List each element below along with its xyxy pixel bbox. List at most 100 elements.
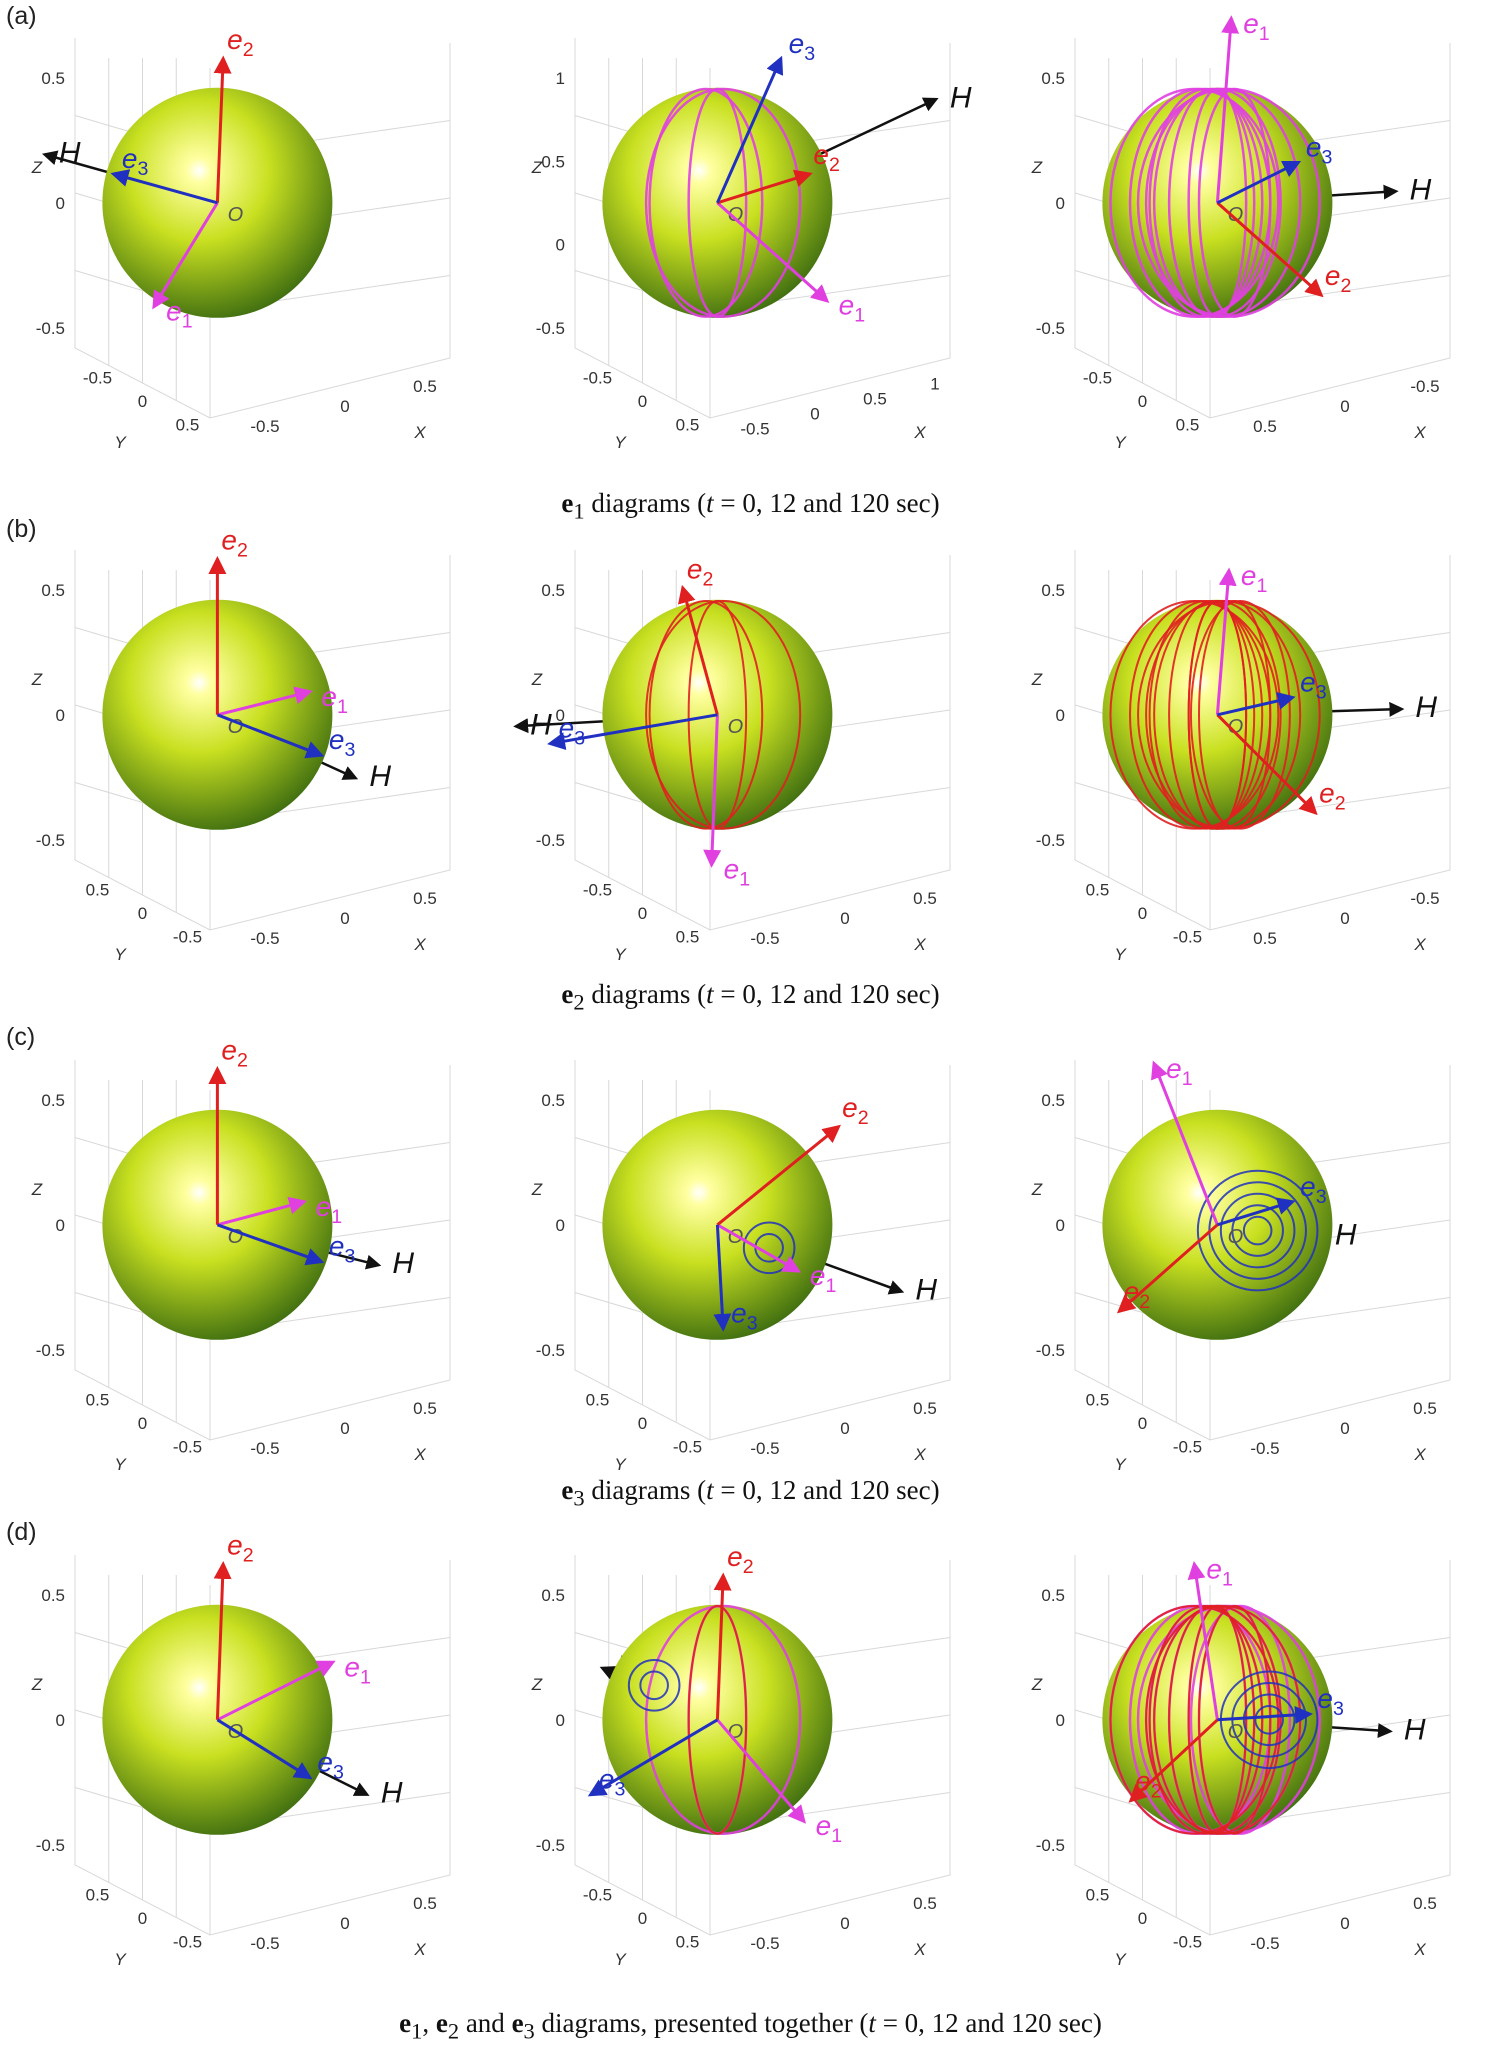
y-tick-label: 0.5 <box>1176 415 1200 434</box>
y-tick-label: -0.5 <box>583 369 612 388</box>
z-tick-label: 0 <box>556 1711 565 1730</box>
z-tick-label: 0.5 <box>541 1091 565 1110</box>
caption-b: e2 diagrams (t = 0, 12 and 120 sec) <box>561 979 940 1015</box>
h-vector-label: H <box>59 137 81 170</box>
h-vector-label: H <box>1415 691 1437 724</box>
row-label-c: (c) <box>6 1023 36 1051</box>
y-tick-label: 0.5 <box>86 1391 110 1410</box>
e1-vector <box>716 1223 802 1273</box>
y-tick-label: 0.5 <box>1086 1391 1110 1410</box>
z-axis-label: Z <box>31 1180 43 1199</box>
x-tick-label: -0.5 <box>250 417 279 436</box>
y-tick-label: 0.5 <box>676 415 700 434</box>
e3-vector <box>587 1718 719 1797</box>
y-tick-label: -0.5 <box>173 927 202 946</box>
y-axis-label: Y <box>1114 1950 1127 1969</box>
x-tick-label: 0 <box>840 1914 849 1933</box>
x-axis-label: X <box>913 1445 926 1464</box>
e1-vector-label: e1 <box>1243 8 1269 45</box>
z-tick-label: 0 <box>1056 706 1065 725</box>
x-tick-label: 0.5 <box>413 889 437 908</box>
h-vector-label: H <box>950 81 972 114</box>
y-axis-label: Y <box>1114 945 1127 964</box>
sphere-panel-6: 0.5 0 -0.5 Z 0.5 0 -0.5 Y 0.5 0 -0.5 X H Oe1 e2 e3 <box>1031 550 1451 964</box>
origin-label: O <box>1228 716 1244 738</box>
origin-label: O <box>1228 1226 1244 1248</box>
y-tick-label: -0.5 <box>1083 369 1112 388</box>
caption-d: e1, e2 and e3 diagrams, presented togeth… <box>399 2008 1102 2044</box>
e2-vector-label: e2 <box>227 1530 253 1567</box>
row-label-b: (b) <box>6 515 37 543</box>
x-tick-label: 0.5 <box>413 1894 437 1913</box>
x-tick-label: 0.5 <box>1253 929 1277 948</box>
y-axis-label: Y <box>114 945 127 964</box>
trajectory-traces <box>1109 87 1322 318</box>
e2-vector-label: e2 <box>813 139 839 176</box>
e2-vector <box>678 584 719 716</box>
y-tick-label: 0 <box>1138 392 1147 411</box>
sphere-panel-2: 1 0.5 0 -0.5 Z -0.5 0 0.5 Y -0.5 0 0.5 1 X H Oe1 e2 e3 <box>531 28 972 452</box>
trajectory-traces <box>645 599 802 830</box>
y-tick-label: 0.5 <box>676 927 700 946</box>
z-axis-label: Z <box>531 1180 543 1199</box>
e3-vector <box>216 713 325 759</box>
y-axis-label: Y <box>614 1950 627 1969</box>
y-tick-label: 0 <box>638 1414 647 1433</box>
x-tick-label: 1 <box>930 375 939 394</box>
x-tick-label: 0 <box>340 397 349 416</box>
y-tick-label: 0.5 <box>676 1932 700 1951</box>
x-axis-label: X <box>413 1445 426 1464</box>
y-tick-label: 0 <box>138 1414 147 1433</box>
z-tick-label: 0.5 <box>1041 581 1065 600</box>
e2-vector <box>1116 1223 1219 1314</box>
e1-vector-label: e1 <box>344 1651 370 1688</box>
y-tick-label: -0.5 <box>1173 1932 1202 1951</box>
h-vector-label: H <box>1335 1218 1357 1251</box>
y-axis-label: Y <box>1114 1455 1127 1474</box>
y-axis-label: Y <box>114 1950 127 1969</box>
z-tick-label: 0.5 <box>41 1091 65 1110</box>
e3-vector <box>1217 1705 1313 1724</box>
e2-vector-label: e2 <box>227 24 253 61</box>
h-vector-label: H <box>1410 173 1432 206</box>
y-tick-label: 0 <box>1138 1414 1147 1433</box>
x-tick-label: 0.5 <box>863 390 887 409</box>
z-tick-label: 0.5 <box>1041 1586 1065 1605</box>
z-tick-label: 0 <box>1056 1216 1065 1235</box>
origin-label: O <box>1228 1721 1244 1743</box>
y-tick-label: 0.5 <box>1086 881 1110 900</box>
y-tick-label: 0.5 <box>86 1886 110 1905</box>
origin-label: O <box>728 716 744 738</box>
y-tick-label: 0.5 <box>176 415 200 434</box>
e2-vector <box>716 1124 841 1226</box>
y-tick-label: 0 <box>638 392 647 411</box>
z-tick-label: 0.5 <box>541 152 565 171</box>
x-tick-label: -0.5 <box>1250 1934 1279 1953</box>
z-tick-label: -0.5 <box>1036 1341 1065 1360</box>
trajectory-traces <box>644 87 802 318</box>
x-tick-label: 0.5 <box>913 889 937 908</box>
y-tick-label: -0.5 <box>583 1886 612 1905</box>
e2-vector <box>1128 1718 1219 1803</box>
x-tick-label: -0.5 <box>750 1934 779 1953</box>
z-tick-label: -0.5 <box>536 319 565 338</box>
x-tick-label: 0 <box>840 1419 849 1438</box>
e2-vector <box>213 55 232 203</box>
e2-vector <box>213 1560 232 1720</box>
y-tick-label: 0.5 <box>1086 1886 1110 1905</box>
e3-vector-label: e3 <box>329 724 356 761</box>
e3-vector <box>1217 692 1296 717</box>
y-tick-label: 0.5 <box>586 1391 610 1410</box>
y-tick-label: 0 <box>1138 1909 1147 1928</box>
z-axis-label: Z <box>531 670 543 689</box>
y-tick-label: -0.5 <box>673 1437 702 1456</box>
z-tick-label: -0.5 <box>1036 1836 1065 1855</box>
e2-vector <box>1216 201 1324 298</box>
y-axis-label: Y <box>614 433 627 452</box>
y-tick-label: 0 <box>138 392 147 411</box>
x-axis-label: X <box>1413 1940 1426 1959</box>
z-tick-label: 0.5 <box>41 581 65 600</box>
